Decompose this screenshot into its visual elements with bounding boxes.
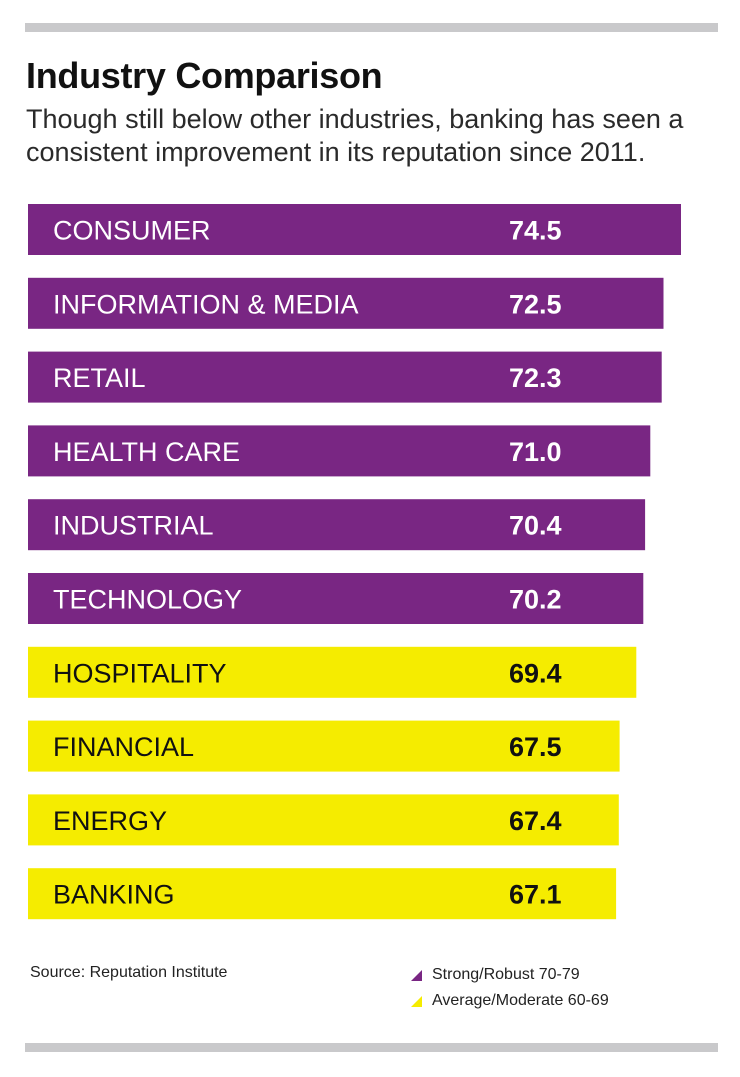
bar-value-banking: 67.1 — [509, 880, 562, 910]
bar-label-consumer: CONSUMER — [53, 216, 211, 246]
bar-banking — [28, 868, 617, 920]
top-divider — [25, 23, 718, 32]
bar-hospitality — [28, 646, 637, 698]
bar-label-hospitality: HOSPITALITY — [53, 658, 227, 688]
bar-energy — [28, 794, 619, 846]
bar-label-retail: RETAIL — [53, 363, 146, 393]
legend-triangle-average — [411, 995, 422, 1007]
bar-value-industrial: 70.4 — [509, 511, 562, 541]
legend: Strong/Robust 70-79 Average/Moderate 60-… — [410, 962, 609, 1014]
source-note: Source: Reputation Institute — [30, 964, 228, 981]
bar-label-information-media: INFORMATION & MEDIA — [53, 289, 359, 319]
bar-value-financial: 67.5 — [509, 732, 562, 762]
bar-value-energy: 67.4 — [509, 806, 562, 836]
bar-value-hospitality: 69.4 — [509, 658, 562, 688]
bar-information-media — [28, 277, 664, 329]
chart-title: Industry Comparison — [26, 55, 383, 96]
legend-triangle-strong — [411, 969, 422, 981]
bar-label-banking: BANKING — [53, 880, 175, 910]
bar-value-consumer: 74.5 — [509, 216, 562, 246]
bar-health-care — [28, 425, 651, 477]
legend-swatch-average-icon — [410, 995, 423, 1008]
bar-financial — [28, 720, 620, 772]
legend-label-average: Average/Moderate 60-69 — [432, 992, 609, 1009]
legend-item-strong: Strong/Robust 70-79 — [410, 962, 609, 988]
chart-subtitle: Though still below other industries, ban… — [26, 104, 684, 167]
bar-consumer — [28, 204, 681, 255]
bar-value-information-media: 72.5 — [509, 289, 562, 319]
bar-industrial — [28, 499, 646, 551]
legend-label-strong: Strong/Robust 70-79 — [432, 966, 580, 983]
bar-technology — [28, 573, 644, 624]
bar-value-health-care: 71.0 — [509, 437, 562, 467]
bar-label-financial: FINANCIAL — [53, 732, 194, 762]
bar-label-technology: TECHNOLOGY — [53, 585, 242, 615]
bar-value-retail: 72.3 — [509, 363, 562, 393]
legend-item-average: Average/Moderate 60-69 — [410, 988, 609, 1014]
bottom-divider — [25, 1043, 718, 1052]
legend-swatch-strong-icon — [410, 969, 423, 982]
bar-value-technology: 70.2 — [509, 585, 562, 615]
bar-label-health-care: HEALTH CARE — [53, 437, 240, 467]
bar-label-industrial: INDUSTRIAL — [53, 511, 214, 541]
bar-retail — [28, 351, 662, 403]
bar-label-energy: ENERGY — [53, 806, 167, 836]
